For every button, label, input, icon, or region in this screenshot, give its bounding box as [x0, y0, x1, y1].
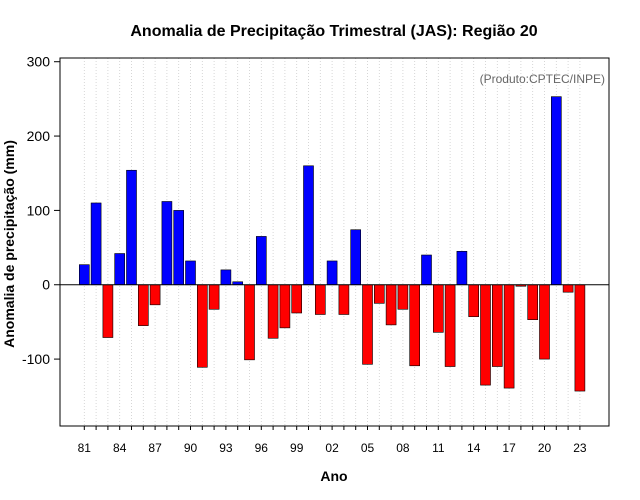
x-tick-label: 11 [432, 441, 445, 455]
y-axis: -100 0 100 200 300 [22, 54, 60, 367]
x-tick-label: 87 [148, 441, 162, 455]
y-tick-label: 100 [27, 202, 51, 218]
x-tick-label: 90 [184, 441, 198, 455]
bar-2021 [550, 96, 562, 286]
x-tick-label: 08 [396, 441, 410, 455]
bar-1996 [255, 236, 267, 286]
bar-2004 [350, 229, 362, 286]
bar-2022 [562, 284, 574, 293]
bars [79, 96, 586, 392]
bar-1984 [114, 253, 125, 286]
bar-2003 [338, 284, 350, 315]
bar-2011 [432, 284, 444, 333]
x-tick-label: 99 [290, 441, 304, 455]
bar-1986 [138, 284, 149, 326]
y-tick-label: 300 [27, 54, 51, 70]
bar-1987 [149, 284, 161, 306]
x-tick-label: 20 [538, 441, 552, 455]
bar-2010 [421, 254, 432, 286]
chart-title: Anomalia de Precipitação Trimestral (JAS… [130, 23, 537, 40]
bar-2006 [373, 284, 385, 304]
x-tick-label: 05 [361, 441, 375, 455]
bar-1991 [197, 284, 208, 368]
bar-2001 [314, 284, 326, 315]
bar-2000 [303, 165, 314, 286]
bar-1983 [102, 284, 114, 338]
bar-2008 [397, 284, 409, 310]
bar-2012 [444, 284, 456, 367]
bar-1998 [279, 284, 291, 329]
x-tick-label: 84 [113, 441, 127, 455]
bar-2017 [503, 284, 515, 389]
y-tick-label: 200 [27, 128, 51, 144]
bar-1981 [79, 264, 90, 286]
x-tick-label: 23 [573, 441, 587, 455]
bar-1985 [126, 169, 137, 286]
bar-2014 [468, 284, 480, 318]
bar-2002 [326, 260, 338, 286]
bar-1992 [208, 284, 220, 310]
bar-2020 [539, 284, 550, 360]
y-axis-title: Anomalia de precipitação (mm) [1, 140, 17, 348]
x-tick-label: 93 [219, 441, 233, 455]
bar-1999 [291, 284, 303, 314]
y-tick-label: 0 [42, 277, 50, 293]
bar-1990 [185, 260, 196, 286]
x-tick-label: 81 [78, 441, 92, 455]
bar-2019 [527, 284, 539, 320]
bar-2015 [480, 284, 491, 386]
bar-1997 [267, 284, 279, 339]
bar-1982 [90, 202, 102, 286]
bar-2013 [456, 250, 468, 286]
bar-1988 [161, 201, 173, 286]
x-tick-label: 96 [255, 441, 269, 455]
bar-2016 [491, 284, 503, 367]
x-tick-label: 17 [502, 441, 516, 455]
bar-2005 [362, 284, 373, 365]
bar-2023 [574, 284, 586, 392]
x-axis-title: Ano [320, 468, 347, 484]
y-tick-label: -100 [22, 351, 50, 367]
bar-2007 [385, 284, 397, 326]
x-axis: 81 84 87 90 93 96 99 02 05 08 11 14 17 20 23 [78, 426, 587, 455]
x-tick-label: 14 [467, 441, 481, 455]
bar-2009 [409, 284, 421, 367]
bar-1989 [173, 210, 184, 286]
credit-label: (Produto:CPTEC/INPE) [480, 72, 605, 86]
bar-1993 [220, 269, 232, 286]
plot-frame [59, 57, 610, 427]
x-tick-label: 02 [325, 441, 339, 455]
bar-1995 [244, 284, 255, 361]
